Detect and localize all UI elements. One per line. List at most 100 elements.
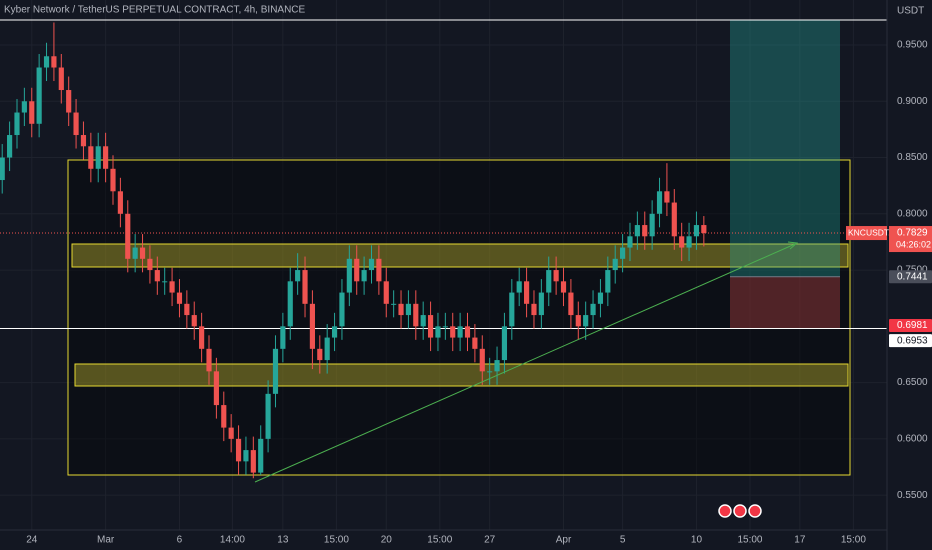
candle-body: [80, 135, 87, 147]
candle-body: [250, 450, 256, 473]
candle-body: [575, 315, 581, 327]
candle-body: [139, 247, 146, 259]
x-tick-label: Apr: [556, 535, 572, 546]
candle-body: [132, 247, 138, 259]
candle-body: [679, 236, 685, 248]
candle-body: [221, 405, 227, 428]
x-tick-label: 14:00: [220, 535, 245, 546]
candle-body: [272, 348, 279, 394]
x-tick-label: 27: [484, 535, 496, 546]
candle-body: [501, 326, 508, 361]
candle-body: [280, 326, 286, 349]
x-tick-label: 17: [794, 535, 806, 546]
candle-body: [693, 225, 700, 237]
last-price-label: 0.7829: [897, 228, 928, 239]
candle-body: [656, 191, 663, 214]
candle-body: [472, 337, 478, 349]
candle-body: [184, 303, 190, 316]
candle-body: [649, 213, 655, 237]
candle-body: [368, 258, 375, 271]
x-tick-label: 5: [620, 535, 626, 546]
candle-body: [346, 258, 352, 293]
candle-body: [546, 270, 552, 293]
candle-body: [531, 303, 537, 316]
candle-body: [568, 292, 574, 316]
candle-body: [110, 168, 116, 192]
candle-body: [634, 225, 640, 237]
candle-body: [331, 326, 338, 338]
candle-body: [487, 371, 493, 373]
candle-body: [95, 146, 101, 169]
candle-body: [43, 56, 50, 68]
position-tool: [730, 20, 840, 329]
event-icon[interactable]: [748, 504, 762, 518]
range-box: [67, 159, 851, 476]
x-tick-label: 13: [277, 535, 289, 546]
candle-body: [0, 157, 5, 181]
y-tick-label: 0.8000: [897, 208, 928, 219]
price-tag: 0.7441: [897, 271, 928, 282]
price-tag-bg: [889, 318, 932, 332]
candle-body: [450, 326, 456, 338]
countdown: 04:26:02: [896, 239, 931, 249]
x-tick-label: 10: [691, 535, 703, 546]
symbol-tag: KNCUSDT.P: [848, 227, 897, 237]
candle-body: [36, 67, 42, 124]
candle-body: [58, 67, 64, 91]
y-tick-label: 0.6000: [897, 433, 928, 444]
candle-body: [29, 101, 35, 124]
candle-body: [457, 326, 463, 338]
candle-body: [324, 337, 330, 361]
candle-body: [287, 281, 293, 327]
x-tick-label: Mar: [97, 535, 115, 546]
candle-body: [213, 371, 219, 406]
x-tick-label: 15:00: [427, 535, 452, 546]
candle-body: [583, 315, 589, 327]
x-tick-label: 24: [26, 535, 38, 546]
event-icon[interactable]: [733, 504, 747, 518]
candle-body: [162, 281, 168, 283]
x-tick-label: 15:00: [324, 535, 349, 546]
price-tag: 0.6953: [897, 335, 928, 346]
last-price-bg: [889, 226, 932, 253]
candle-body: [66, 90, 72, 113]
candle-body: [176, 292, 183, 304]
price-tag: 0.6981: [897, 320, 928, 331]
candle-body: [125, 213, 131, 259]
price-tag-bg: [889, 270, 932, 284]
candle-body: [494, 360, 500, 372]
candle-body: [391, 303, 397, 305]
candle-body: [620, 247, 626, 259]
x-tick-label: 6: [177, 535, 183, 546]
x-tick-label: 15:00: [841, 535, 866, 546]
candle-body: [258, 438, 264, 473]
candle-body: [361, 270, 367, 282]
trend-arrow: [787, 241, 799, 250]
candle-body: [627, 236, 633, 248]
candle-body: [243, 450, 249, 462]
candle-body: [376, 258, 382, 282]
candle-body: [560, 281, 567, 293]
candle-body: [317, 348, 323, 361]
loss-zone: [730, 276, 840, 329]
candle-body: [597, 292, 604, 304]
y-tick-label: 0.8500: [897, 152, 928, 163]
x-tick-label: 15:00: [737, 535, 762, 546]
candle-body: [295, 270, 301, 282]
support-zone: [74, 363, 849, 387]
profit-zone: [730, 20, 840, 277]
time-axis: [0, 530, 887, 550]
candle-body: [427, 315, 434, 338]
candle-body: [435, 326, 441, 338]
candle-body: [701, 225, 707, 234]
candle-body: [398, 303, 404, 316]
symbol-tag-bg: [846, 226, 887, 241]
event-icon[interactable]: [718, 504, 732, 518]
candle-body: [642, 225, 648, 237]
candle-body: [21, 101, 27, 113]
trend-line: [254, 243, 796, 483]
candle-body: [413, 303, 419, 327]
candle-body: [538, 292, 544, 316]
